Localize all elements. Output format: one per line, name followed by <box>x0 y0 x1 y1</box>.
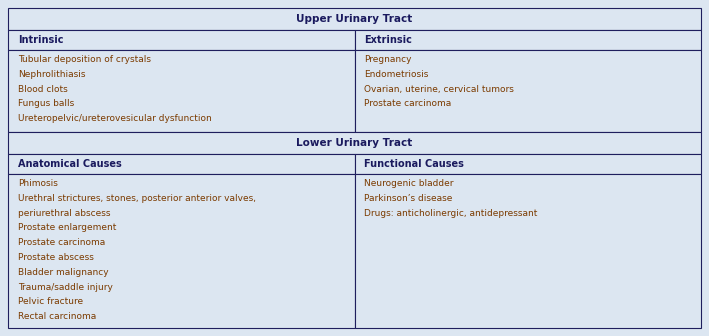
Text: periurethral abscess: periurethral abscess <box>18 209 111 218</box>
Text: Nephrolithiasis: Nephrolithiasis <box>18 70 86 79</box>
Bar <box>8 154 354 174</box>
Text: Bladder malignancy: Bladder malignancy <box>18 268 108 277</box>
Text: Pelvic fracture: Pelvic fracture <box>18 297 83 306</box>
Bar <box>354 154 701 174</box>
Text: Ovarian, uterine, cervical tumors: Ovarian, uterine, cervical tumors <box>364 85 514 94</box>
Text: Extrinsic: Extrinsic <box>364 35 413 45</box>
Text: Trauma/saddle injury: Trauma/saddle injury <box>18 283 113 292</box>
Text: Neurogenic bladder: Neurogenic bladder <box>364 179 454 188</box>
Text: Pregnancy: Pregnancy <box>364 55 412 64</box>
Text: Anatomical Causes: Anatomical Causes <box>18 159 122 169</box>
Bar <box>8 174 354 328</box>
Text: Ureteropelvic/ureterovesicular dysfunction: Ureteropelvic/ureterovesicular dysfuncti… <box>18 114 212 123</box>
Text: Functional Causes: Functional Causes <box>364 159 464 169</box>
Text: Prostate enlargement: Prostate enlargement <box>18 223 116 233</box>
Text: Upper Urinary Tract: Upper Urinary Tract <box>296 14 413 24</box>
Bar <box>354 30 701 50</box>
Bar <box>8 132 701 154</box>
Text: Parkinson’s disease: Parkinson’s disease <box>364 194 453 203</box>
Text: Lower Urinary Tract: Lower Urinary Tract <box>296 138 413 148</box>
Text: Fungus balls: Fungus balls <box>18 99 74 109</box>
Text: Rectal carcinoma: Rectal carcinoma <box>18 312 96 321</box>
Bar <box>8 50 354 132</box>
Text: Blood clots: Blood clots <box>18 85 68 94</box>
Bar <box>8 30 354 50</box>
Text: Prostate carcinoma: Prostate carcinoma <box>364 99 452 109</box>
Text: Prostate abscess: Prostate abscess <box>18 253 94 262</box>
Text: Endometriosis: Endometriosis <box>364 70 429 79</box>
Text: Prostate carcinoma: Prostate carcinoma <box>18 238 105 247</box>
Text: Urethral strictures, stones, posterior anterior valves,: Urethral strictures, stones, posterior a… <box>18 194 256 203</box>
Bar <box>354 50 701 132</box>
Bar <box>8 8 701 30</box>
Text: Drugs: anticholinergic, antidepressant: Drugs: anticholinergic, antidepressant <box>364 209 538 218</box>
Text: Intrinsic: Intrinsic <box>18 35 64 45</box>
Text: Phimosis: Phimosis <box>18 179 58 188</box>
Text: Tubular deposition of crystals: Tubular deposition of crystals <box>18 55 151 64</box>
Bar <box>354 174 701 328</box>
